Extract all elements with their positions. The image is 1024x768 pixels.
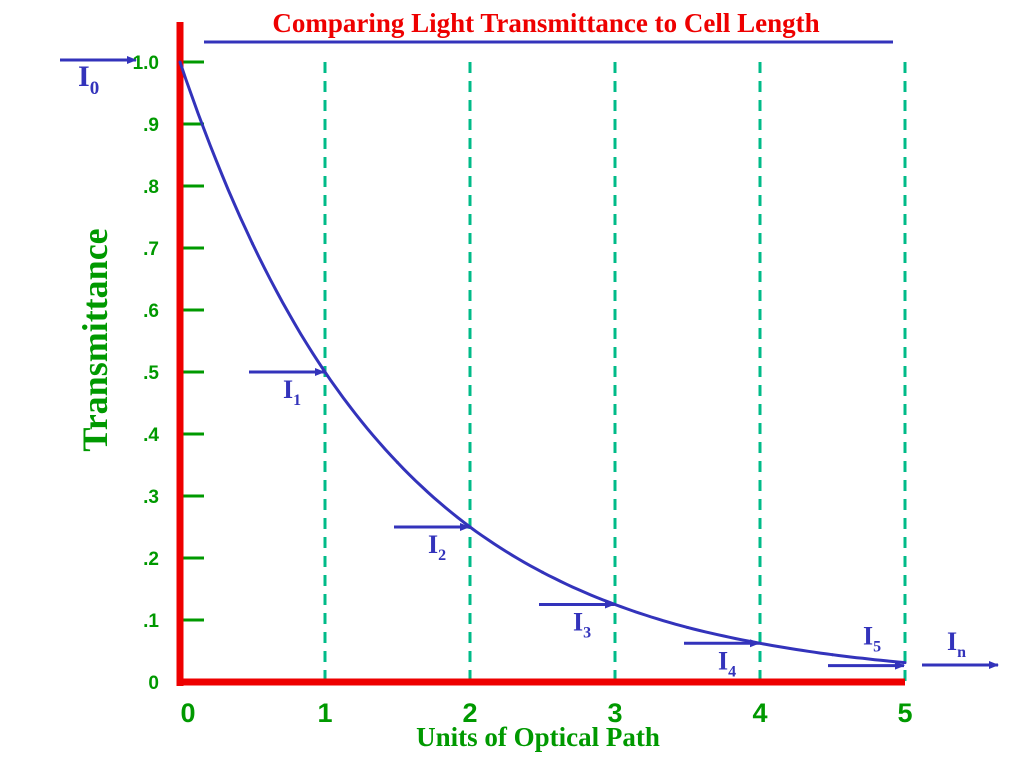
y-tick-label: .5 (143, 363, 159, 384)
y-tick-label: .8 (143, 177, 159, 198)
intensity-label-In: In (947, 627, 966, 661)
y-tick-label: .1 (143, 611, 159, 632)
axes (176, 22, 905, 686)
intensity-label-I2: I2 (428, 530, 446, 564)
intensity-label-I3: I3 (573, 608, 591, 642)
x-tick-label: 4 (752, 698, 767, 728)
y-tick-label: .3 (143, 487, 159, 508)
intensity-annotations: I0 I1 I2 I3 I4 I5 In (60, 56, 999, 680)
intensity-label-I4: I4 (718, 646, 736, 680)
data-point (903, 661, 907, 665)
series-curve (178, 60, 907, 665)
data-point (396, 461, 399, 465)
chart-title: Comparing Light Transmittance to Cell Le… (272, 8, 819, 38)
data-point (686, 625, 689, 629)
y-tick-label: .4 (143, 425, 159, 446)
intensity-label-I1: I1 (283, 375, 301, 409)
y-tick-label: .9 (143, 115, 159, 136)
y-tick-label: 1.0 (133, 53, 159, 74)
y-tick-label: .6 (143, 301, 159, 322)
x-tick-label: 2 (462, 698, 477, 728)
y-tick-marks (180, 60, 204, 622)
x-tick-label: 3 (607, 698, 622, 728)
data-point (831, 653, 834, 657)
x-tick-label: 5 (897, 698, 912, 728)
y-axis-label: Transmittance (75, 228, 115, 451)
data-point (251, 242, 254, 246)
intensity-label-I5: I5 (863, 622, 881, 656)
data-point (178, 60, 182, 64)
x-tick-label: 1 (317, 698, 332, 728)
x-tick-label: 0 (180, 698, 195, 728)
data-point (541, 570, 544, 574)
intensity-label-I0: I0 (78, 60, 99, 99)
tick-labels: 0 .1 .2 .3 .4 .5 .6 .7 .8 .9 1.0 0 1 2 3 4 5 (133, 53, 913, 728)
x-axis-label: Units of Optical Path (416, 722, 660, 752)
grid-lines (323, 62, 907, 682)
y-tick-label: 0 (148, 673, 159, 694)
y-tick-label: .2 (143, 549, 159, 570)
y-tick-label: .7 (143, 239, 159, 260)
